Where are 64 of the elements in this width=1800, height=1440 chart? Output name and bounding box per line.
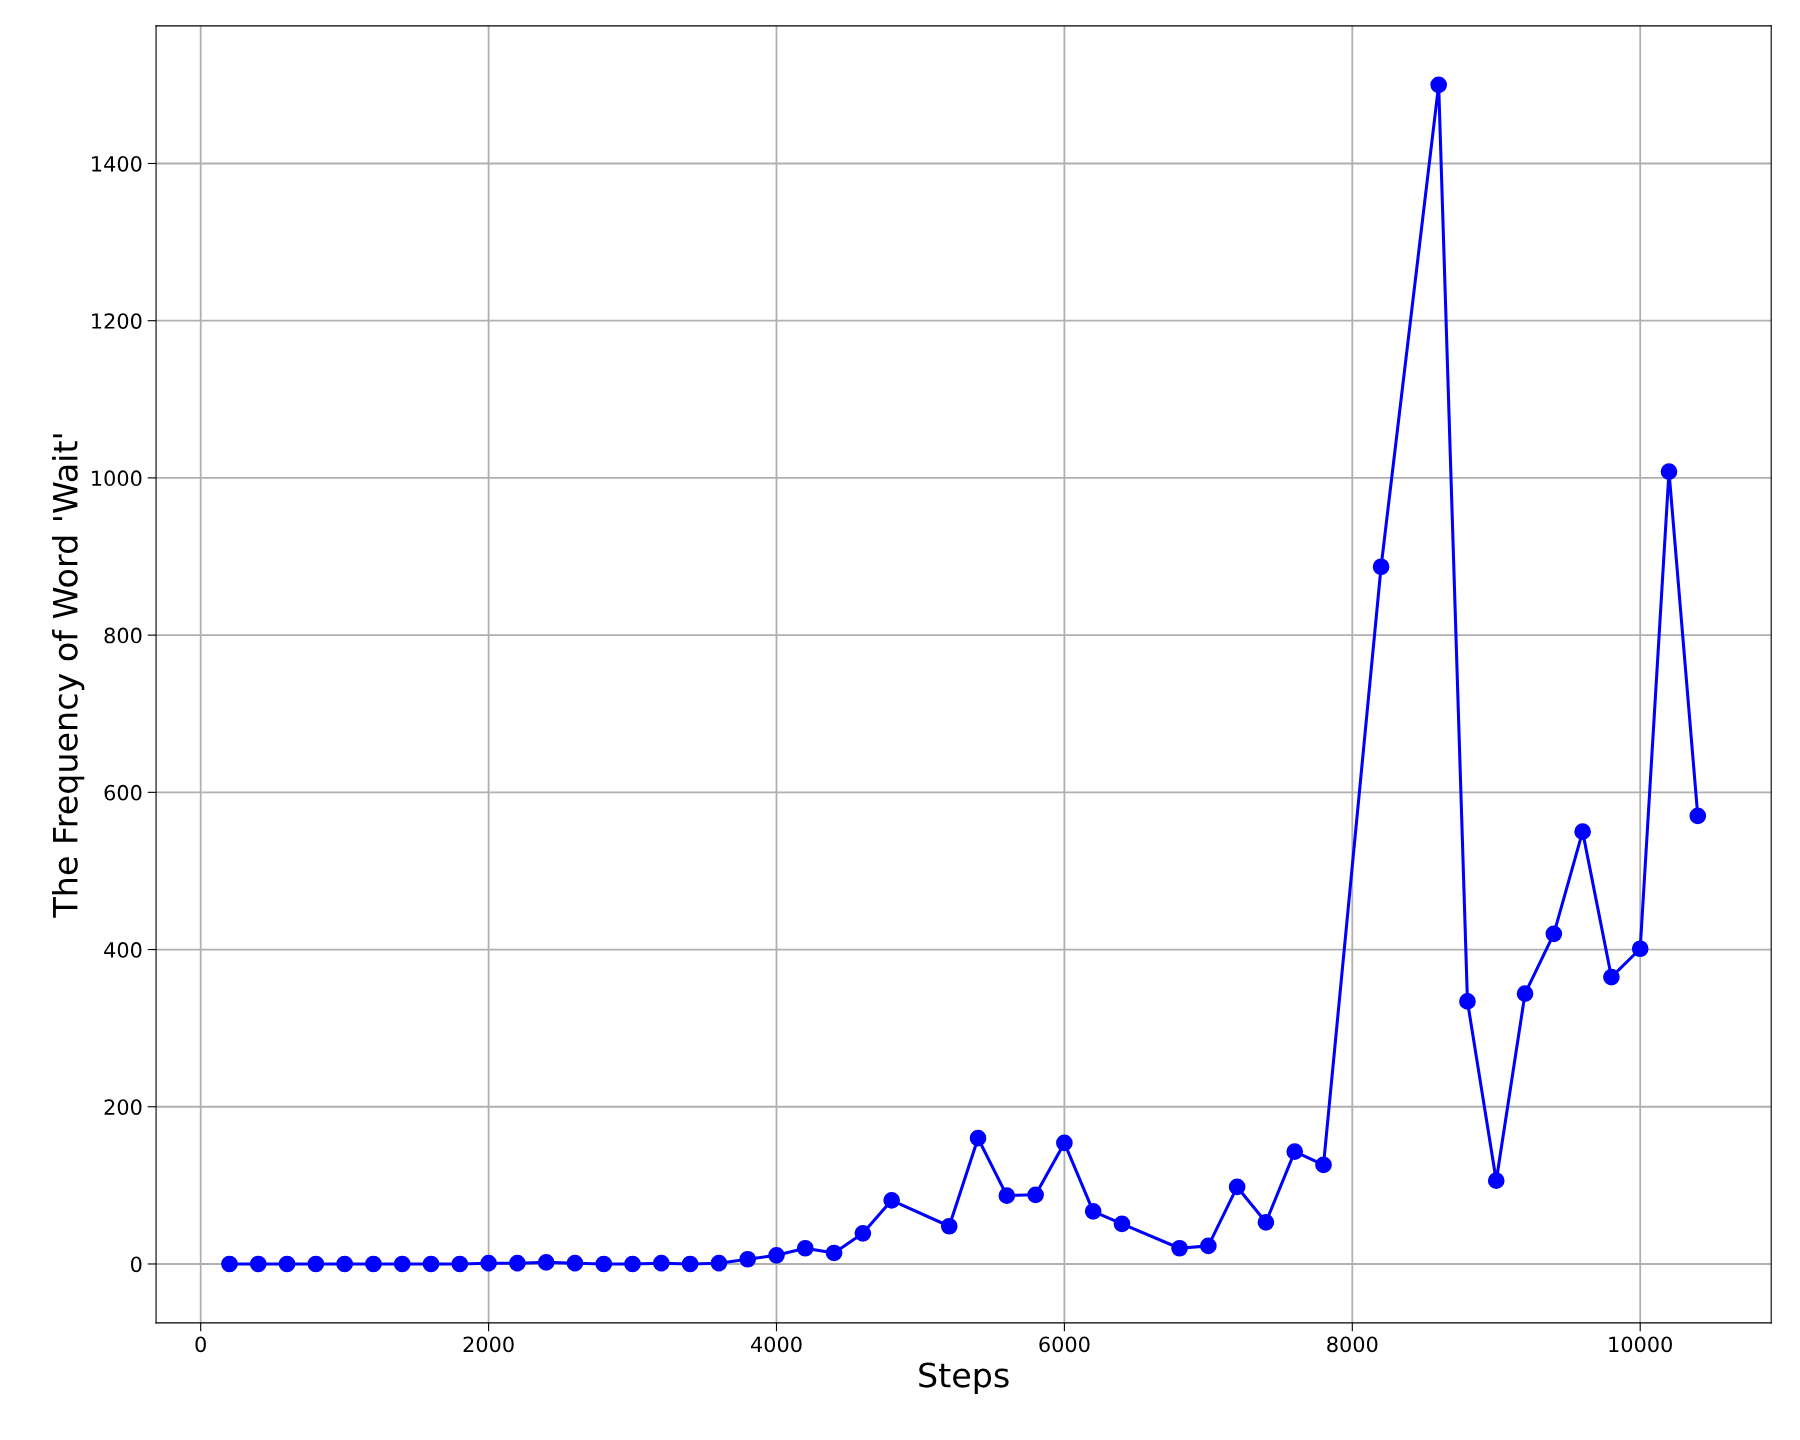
- point: [1430, 76, 1448, 94]
- point: [480, 1254, 497, 1272]
- point: [249, 1255, 267, 1273]
- point: [307, 1255, 325, 1273]
- x-tick-label: 10000: [1609, 1336, 1672, 1353]
- point: [710, 1254, 728, 1272]
- point: [278, 1255, 296, 1273]
- point: [796, 1239, 814, 1257]
- point: [1056, 1134, 1073, 1152]
- x-axis-title: Steps: [919, 1362, 1009, 1395]
- point: [1084, 1202, 1102, 1220]
- y-tick-label: 0: [130, 1256, 142, 1273]
- y-tick-label: 600: [104, 784, 142, 801]
- point: [422, 1255, 440, 1273]
- point: [221, 1255, 238, 1273]
- point: [998, 1187, 1016, 1204]
- y-tick-label: 1400: [92, 155, 142, 172]
- point: [365, 1255, 382, 1273]
- x-tick-label: 0: [195, 1336, 206, 1353]
- point: [1257, 1213, 1275, 1231]
- point: [1286, 1143, 1304, 1160]
- y-tick-label: 800: [104, 627, 142, 644]
- point: [566, 1254, 584, 1272]
- point: [1113, 1215, 1131, 1233]
- point: [336, 1255, 353, 1273]
- point: [681, 1255, 699, 1273]
- point: [537, 1254, 555, 1271]
- point: [1315, 1156, 1332, 1174]
- x-tick-label: 8000: [1327, 1336, 1378, 1353]
- y-axis-title: The Frequency of Word 'Wait': [52, 434, 85, 918]
- point: [1689, 807, 1707, 825]
- point: [1603, 968, 1620, 986]
- point: [1516, 985, 1534, 1002]
- point: [1574, 823, 1591, 840]
- point: [825, 1244, 843, 1262]
- point: [509, 1254, 526, 1272]
- point: [1487, 1172, 1505, 1189]
- x-tick-label: 4000: [751, 1336, 802, 1353]
- x-tick-label: 2000: [463, 1336, 514, 1353]
- point: [624, 1255, 641, 1273]
- y-tick-label: 200: [104, 1099, 142, 1115]
- point: [1200, 1237, 1217, 1255]
- point: [1372, 558, 1390, 576]
- point: [1171, 1239, 1188, 1257]
- point: [739, 1250, 757, 1268]
- point: [883, 1191, 900, 1209]
- point: [451, 1255, 469, 1273]
- point: [1631, 940, 1649, 958]
- y-tick-label: 1000: [92, 470, 142, 487]
- point: [595, 1255, 613, 1273]
- y-tick-label: 400: [104, 942, 142, 958]
- point: [1459, 993, 1476, 1010]
- point: [969, 1129, 987, 1147]
- x-tick-label: 6000: [1039, 1336, 1090, 1353]
- point: [652, 1254, 670, 1272]
- y-tick-label: 1200: [92, 313, 142, 329]
- point: [768, 1246, 785, 1264]
- point: [1027, 1186, 1044, 1204]
- point: [940, 1217, 958, 1235]
- point: [1660, 463, 1678, 480]
- point: [393, 1255, 411, 1273]
- point: [854, 1224, 872, 1242]
- point: [1545, 925, 1563, 943]
- point: [1228, 1178, 1246, 1196]
